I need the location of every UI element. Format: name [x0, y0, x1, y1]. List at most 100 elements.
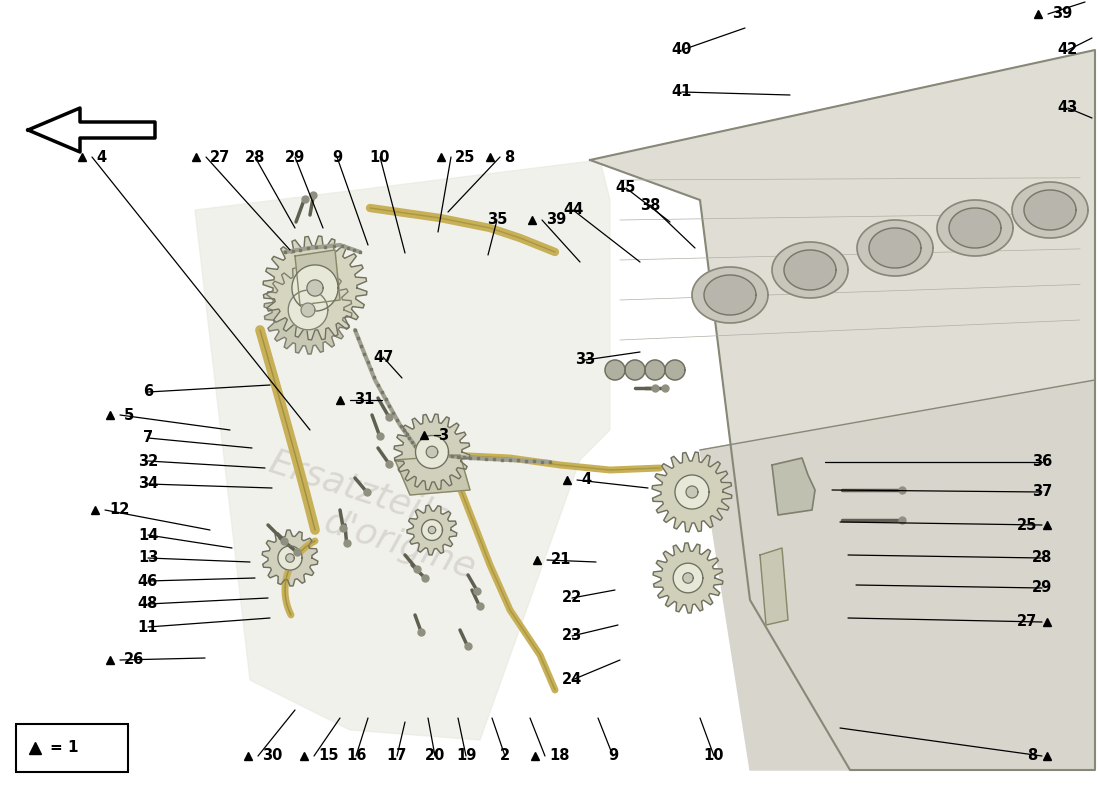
- Polygon shape: [937, 200, 1013, 256]
- Text: 13: 13: [138, 550, 158, 566]
- Polygon shape: [264, 266, 352, 354]
- Polygon shape: [625, 360, 645, 380]
- Text: 33: 33: [575, 353, 595, 367]
- Polygon shape: [869, 228, 921, 268]
- Text: 8: 8: [1026, 749, 1037, 763]
- Text: 25: 25: [1016, 518, 1037, 533]
- Polygon shape: [645, 360, 665, 380]
- Text: 30: 30: [262, 749, 283, 763]
- Text: 9: 9: [332, 150, 342, 165]
- Text: 4: 4: [96, 150, 106, 165]
- Text: 11: 11: [138, 619, 158, 634]
- Polygon shape: [295, 250, 340, 305]
- Text: 34: 34: [138, 477, 158, 491]
- Polygon shape: [1012, 182, 1088, 238]
- Text: 23: 23: [562, 629, 582, 643]
- Polygon shape: [262, 530, 318, 586]
- Polygon shape: [421, 519, 442, 541]
- Polygon shape: [590, 50, 1094, 770]
- Text: 38: 38: [640, 198, 660, 213]
- Polygon shape: [263, 236, 367, 340]
- Text: 25: 25: [455, 150, 475, 165]
- Polygon shape: [704, 275, 756, 315]
- Polygon shape: [772, 458, 815, 515]
- Text: 12: 12: [109, 502, 130, 518]
- Text: 31: 31: [354, 393, 374, 407]
- Text: 17: 17: [387, 749, 407, 763]
- Text: 15: 15: [318, 749, 339, 763]
- Polygon shape: [28, 108, 155, 152]
- Text: 29: 29: [1032, 581, 1052, 595]
- Text: 37: 37: [1032, 485, 1052, 499]
- Text: 45: 45: [616, 181, 636, 195]
- Polygon shape: [426, 446, 438, 458]
- Polygon shape: [686, 486, 698, 498]
- Polygon shape: [857, 220, 933, 276]
- Text: 29: 29: [285, 150, 305, 165]
- Text: 9: 9: [608, 749, 618, 763]
- Text: 10: 10: [370, 150, 390, 165]
- Polygon shape: [653, 543, 723, 613]
- Polygon shape: [286, 554, 294, 562]
- Text: 3: 3: [438, 427, 448, 442]
- Text: 44: 44: [563, 202, 583, 218]
- Polygon shape: [394, 414, 470, 490]
- Text: 32: 32: [138, 454, 158, 469]
- Text: 41: 41: [672, 85, 692, 99]
- Polygon shape: [652, 452, 732, 532]
- Text: 19: 19: [455, 749, 476, 763]
- Text: 28: 28: [245, 150, 265, 165]
- Polygon shape: [700, 380, 1094, 770]
- Text: 6: 6: [143, 385, 153, 399]
- Polygon shape: [301, 303, 315, 317]
- Text: 2: 2: [499, 749, 510, 763]
- Polygon shape: [673, 563, 703, 593]
- Text: 39: 39: [1052, 6, 1072, 22]
- Polygon shape: [307, 280, 323, 296]
- Text: 48: 48: [138, 597, 158, 611]
- Text: = 1: = 1: [50, 741, 78, 755]
- Polygon shape: [195, 160, 610, 740]
- FancyBboxPatch shape: [16, 724, 128, 772]
- Text: 47: 47: [373, 350, 393, 365]
- Polygon shape: [772, 242, 848, 298]
- Polygon shape: [760, 548, 788, 625]
- Text: 22: 22: [562, 590, 582, 606]
- Text: d'origine: d'origine: [320, 505, 481, 586]
- Text: 16: 16: [345, 749, 366, 763]
- Text: 8: 8: [504, 150, 515, 165]
- Text: 10: 10: [704, 749, 724, 763]
- Polygon shape: [692, 267, 768, 323]
- Text: 46: 46: [138, 574, 158, 589]
- Text: 27: 27: [1016, 614, 1037, 630]
- Text: 28: 28: [1032, 550, 1053, 566]
- Text: 36: 36: [1032, 454, 1052, 470]
- Polygon shape: [1024, 190, 1076, 230]
- Text: 27: 27: [210, 150, 230, 165]
- Polygon shape: [683, 573, 693, 583]
- Text: 35: 35: [487, 213, 507, 227]
- Text: 7: 7: [143, 430, 153, 446]
- Polygon shape: [416, 435, 449, 469]
- Text: 5: 5: [124, 407, 134, 422]
- Polygon shape: [784, 250, 836, 290]
- Text: 26: 26: [124, 653, 144, 667]
- Polygon shape: [278, 546, 303, 570]
- Text: 20: 20: [425, 749, 446, 763]
- Polygon shape: [288, 290, 328, 330]
- Polygon shape: [675, 475, 710, 509]
- Text: 24: 24: [562, 673, 582, 687]
- Text: 18: 18: [549, 749, 570, 763]
- Polygon shape: [407, 505, 456, 555]
- Polygon shape: [605, 360, 625, 380]
- Text: Ersatzteile: Ersatzteile: [264, 444, 455, 536]
- Polygon shape: [949, 208, 1001, 248]
- Text: 21: 21: [551, 553, 571, 567]
- Text: 43: 43: [1058, 101, 1078, 115]
- Text: 4: 4: [581, 473, 591, 487]
- Text: 40: 40: [672, 42, 692, 58]
- Polygon shape: [292, 265, 338, 311]
- Text: 39: 39: [546, 213, 566, 227]
- Text: 14: 14: [138, 527, 158, 542]
- Polygon shape: [666, 360, 685, 380]
